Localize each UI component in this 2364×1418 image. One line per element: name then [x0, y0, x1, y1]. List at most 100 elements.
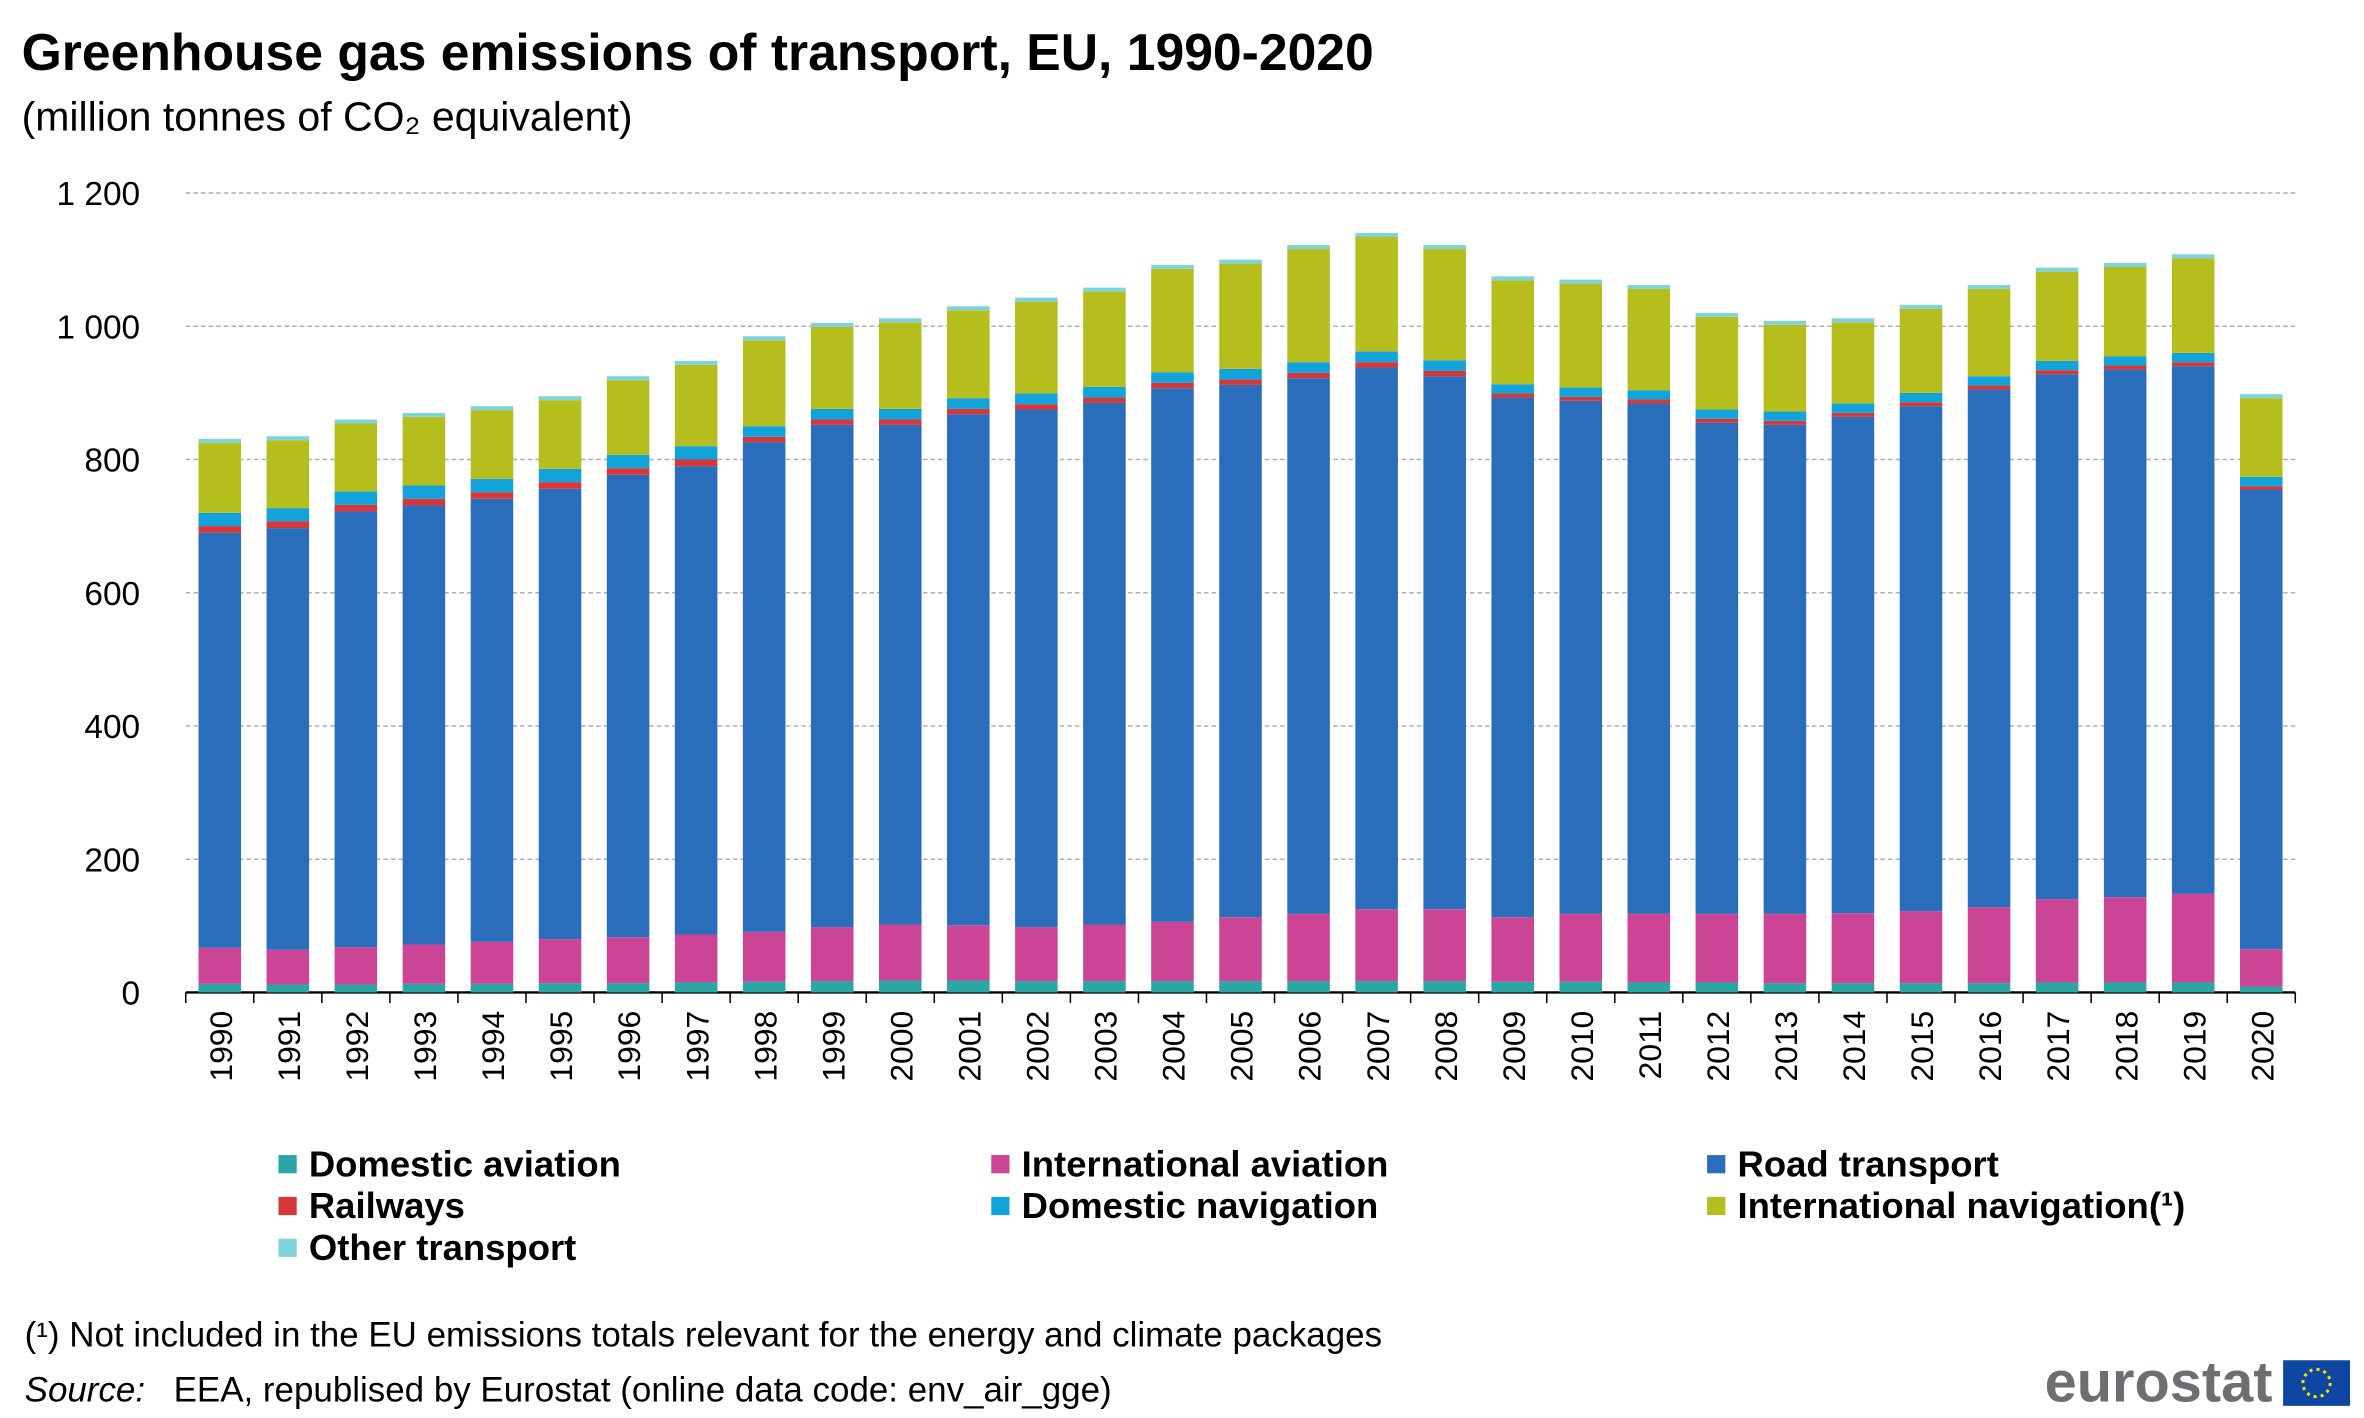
x-tick-label: 1998 [747, 1011, 783, 1082]
bar-segment [198, 532, 242, 948]
bar-segment [334, 947, 378, 985]
legend-label: Railways [309, 1185, 465, 1226]
chart-title: Greenhouse gas emissions of transport, E… [22, 23, 1374, 81]
bar-segment [1831, 318, 1875, 323]
x-tick-label: 2019 [2176, 1011, 2212, 1082]
bar-segment [1287, 248, 1330, 363]
bar-segment [674, 364, 718, 447]
bar-segment [1763, 913, 1807, 984]
bar-segment [1015, 404, 1058, 410]
bar-segment [1287, 981, 1330, 993]
bar-segment [947, 925, 990, 981]
bar-segment [1219, 384, 1262, 918]
bar-segment [1559, 396, 1603, 401]
bar-segment [266, 508, 310, 522]
bar-segment [1899, 402, 1943, 407]
x-tick-label: 2006 [1292, 1011, 1328, 1082]
bar-segment [742, 426, 786, 437]
bar-segment [1355, 362, 1398, 368]
bar-segment [878, 419, 922, 425]
bar-segment [1967, 983, 2011, 993]
bar-segment [606, 474, 650, 938]
bar-segment [1491, 917, 1534, 982]
x-tick-label: 1992 [339, 1011, 375, 1082]
bar-segment [606, 937, 650, 984]
bar-segment [742, 436, 786, 443]
bar-segment [1083, 287, 1126, 292]
y-tick-label: 600 [84, 576, 140, 613]
bar-segment [1627, 284, 1671, 289]
bar-segment [1967, 389, 2011, 908]
bar-segment [947, 310, 990, 399]
bar-segment [2035, 899, 2079, 983]
bar-segment [2239, 986, 2283, 993]
bar-segment [1967, 284, 2011, 289]
bar-segment [1491, 393, 1534, 398]
bar-segment [1423, 244, 1466, 249]
logo-text: eurostat [2045, 1350, 2273, 1414]
bar-segment [1899, 911, 1943, 984]
bar-segment [878, 408, 922, 420]
x-tick-label: 2002 [1020, 1011, 1056, 1082]
x-tick-label: 1996 [611, 1011, 647, 1082]
bar-segment [1627, 913, 1671, 983]
x-tick-label: 2020 [2244, 1011, 2280, 1082]
bar-segment [674, 982, 718, 993]
bar-segment [674, 360, 718, 365]
y-tick-label: 400 [84, 709, 140, 746]
bar-segment [2035, 267, 2079, 272]
bar-segment [2103, 262, 2147, 267]
bar-segment [2035, 360, 2079, 371]
footnote: (¹) Not included in the EU emissions tot… [25, 1316, 1382, 1355]
y-tick-label: 1 000 [57, 309, 141, 346]
bar-segment [198, 983, 242, 993]
x-tick-label: 2003 [1088, 1011, 1124, 1082]
bar-segment [1355, 236, 1398, 352]
bar-segment [1423, 981, 1466, 993]
bar-segment [470, 498, 514, 942]
chart-subtitle: (million tonnes of CO₂ equivalent) [22, 94, 633, 140]
bar-segment [742, 336, 786, 341]
x-tick-label: 2001 [951, 1011, 987, 1082]
bar-segment [1763, 324, 1807, 412]
bar-segment [1287, 378, 1330, 914]
bar-segment [674, 466, 718, 935]
bar-segment [947, 306, 990, 311]
bar-segment [1083, 291, 1126, 387]
bar-segment [1967, 288, 2011, 377]
legend-label: International aviation [1022, 1143, 1389, 1184]
bar-segment [810, 322, 854, 327]
bar-segment [1831, 913, 1875, 984]
bar-segment [1151, 264, 1194, 269]
bar-segment [1899, 983, 1943, 993]
bar-segment [470, 983, 514, 993]
legend-label: International navigation(¹) [1737, 1185, 2185, 1226]
bar-segment [2103, 369, 2147, 898]
bar-segment [538, 400, 582, 469]
bar-segment [1015, 301, 1058, 394]
x-tick-label: 2017 [2040, 1011, 2076, 1082]
bar-segment [1287, 362, 1330, 373]
eu-flag [2283, 1360, 2350, 1406]
bar-segment [2171, 982, 2215, 993]
bar-segment [1763, 424, 1807, 914]
legend-marker [278, 1196, 297, 1216]
bar-segment [1559, 400, 1603, 914]
bar-segment [1695, 913, 1739, 983]
bar-segment [1967, 376, 2011, 386]
x-tick-label: 1993 [407, 1011, 443, 1082]
bar-segment [1423, 909, 1466, 982]
bar-segment [1763, 420, 1807, 425]
bar-segment [1287, 372, 1330, 379]
bar-segment [1831, 416, 1875, 914]
bar-segment [1695, 312, 1739, 317]
bar-segment [470, 410, 514, 479]
bar-segment [2035, 374, 2079, 900]
bar-segment [1763, 320, 1807, 325]
bar-segment [1627, 982, 1671, 993]
legend-marker [1707, 1196, 1726, 1216]
bar-segment [2035, 271, 2079, 361]
legend-marker [991, 1155, 1010, 1174]
bar-segment [1219, 379, 1262, 385]
